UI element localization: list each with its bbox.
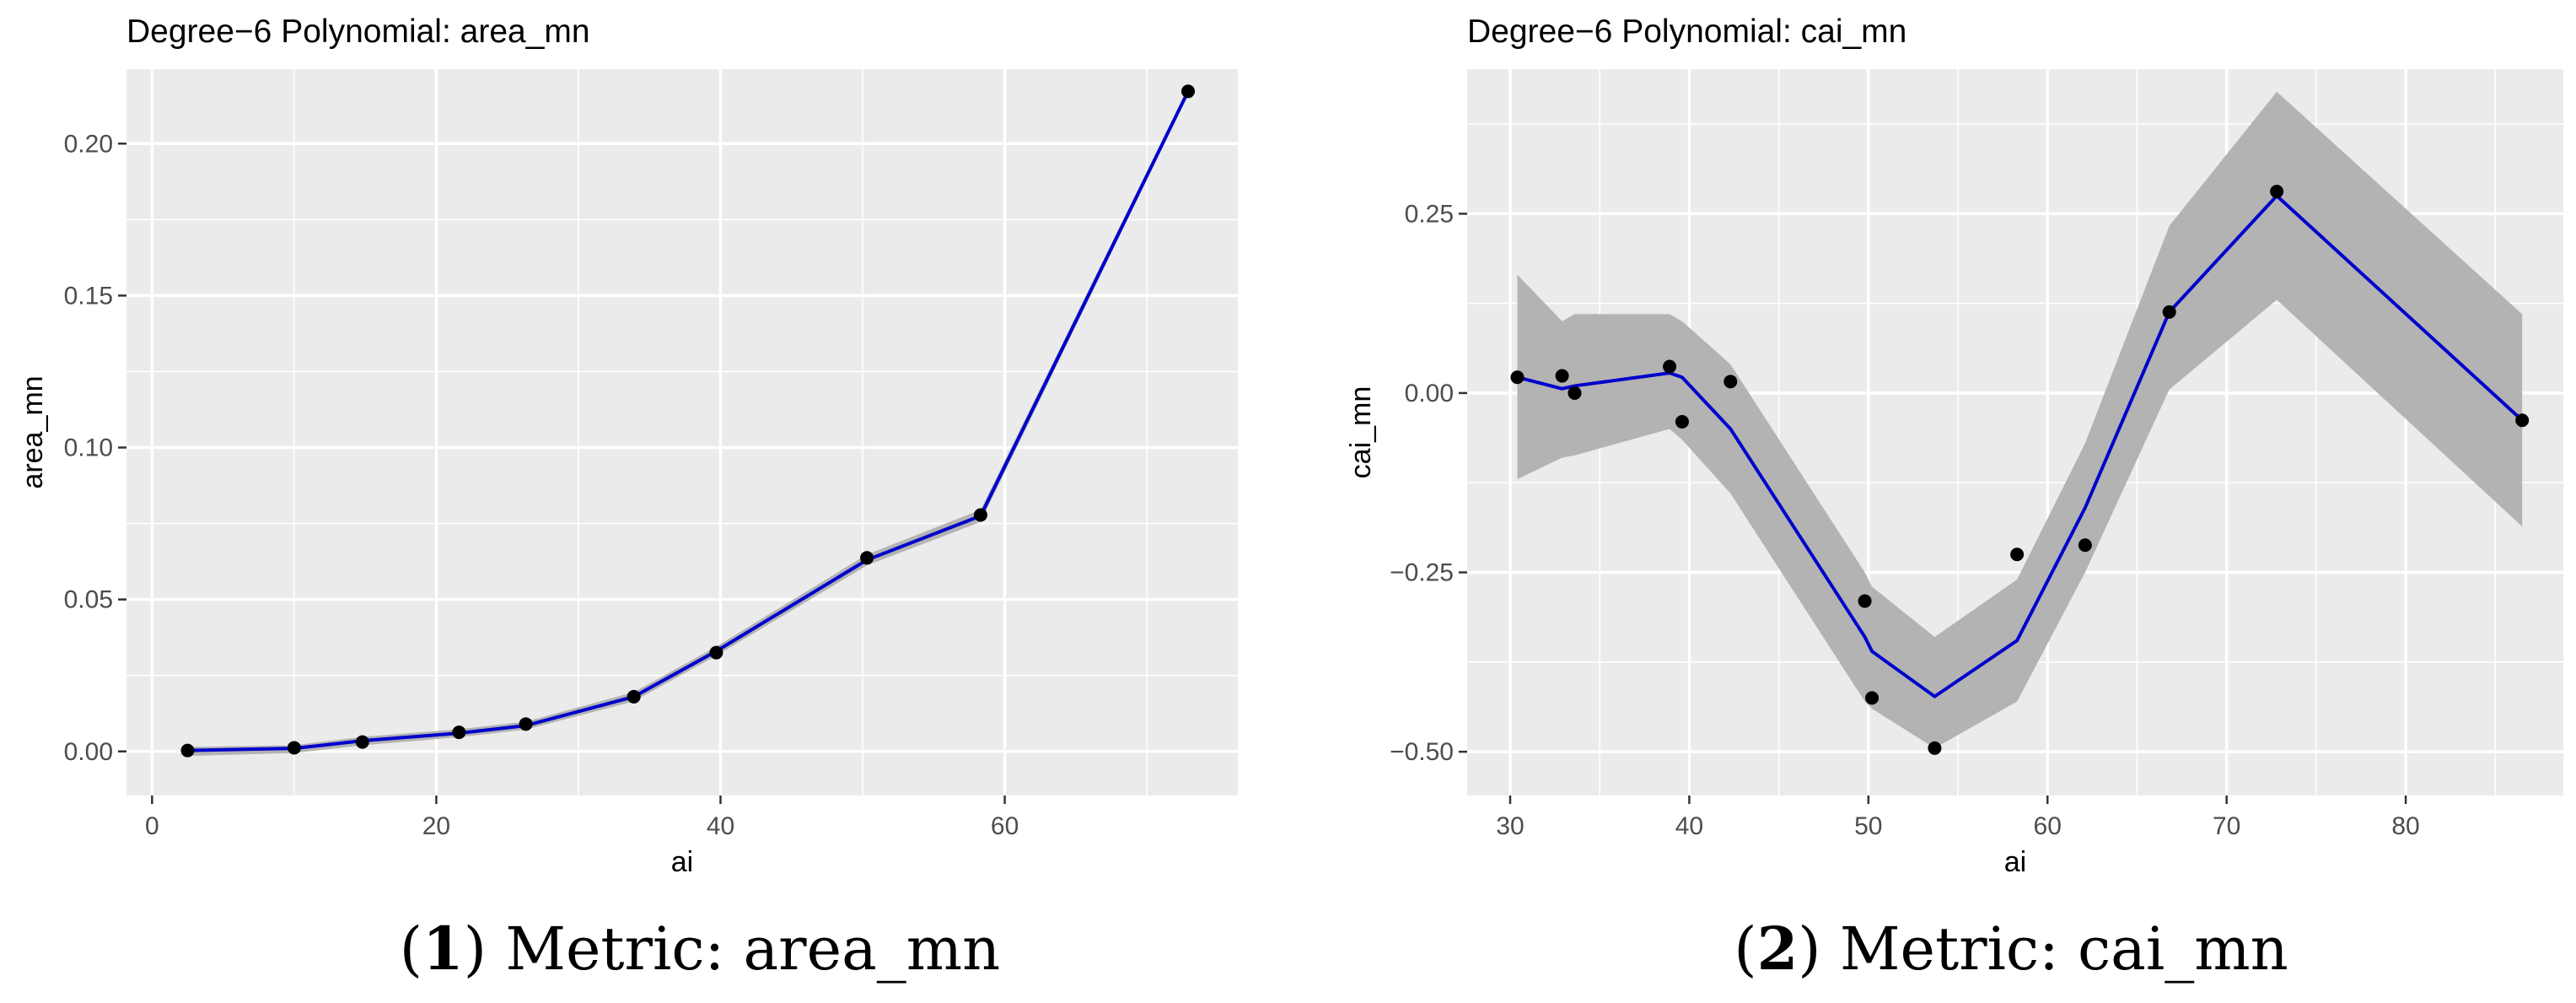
x-axis-label: ai: [671, 846, 693, 878]
data-point: [1724, 375, 1738, 389]
confidence-ribbon: [1517, 91, 2523, 748]
fit-line: [187, 90, 1190, 752]
data-point: [709, 645, 723, 660]
data-point: [1555, 369, 1569, 383]
chart-area-mn: 0 20 40 60 0.00 0.05 0.10 0.15 0.20 Degree−6 Poly…: [17, 13, 1238, 878]
plot-panel: [126, 69, 1238, 795]
data-point: [973, 508, 987, 522]
data-point: [519, 717, 533, 731]
data-point: [1865, 691, 1880, 705]
x-tick-label: 50: [1854, 812, 1882, 840]
data-point: [1181, 84, 1196, 99]
data-point: [2515, 413, 2530, 428]
data-point: [452, 725, 466, 740]
data-point: [2078, 538, 2092, 553]
x-tick-label: 70: [2213, 812, 2240, 840]
data-point: [287, 741, 301, 755]
x-axis-label: ai: [2004, 846, 2026, 878]
x-tick-label: 60: [991, 812, 1019, 840]
caption-text: Metric: area_mn: [505, 914, 1001, 984]
x-tick-label: 40: [1675, 812, 1703, 840]
x-tick-label: 60: [2034, 812, 2062, 840]
chart-title-cai-mn: Degree−6 Polynomial: cai_mn: [1467, 13, 1906, 50]
caption-number: 1: [422, 914, 464, 984]
y-axis-label: area_mn: [17, 375, 49, 488]
y-tick-label: 0.25: [1405, 200, 1454, 228]
caption-area-mn: (1) Metric: area_mn: [399, 914, 1001, 984]
y-tick-label: 0.00: [64, 738, 113, 766]
x-tick-label: 0: [145, 812, 159, 840]
data-point: [1663, 359, 1677, 374]
y-tick-label: −0.50: [1390, 738, 1454, 766]
data-point: [1510, 370, 1525, 385]
caption-text: Metric: cai_mn: [1839, 914, 2288, 984]
y-tick-label: 0.20: [64, 130, 113, 158]
data-point: [1928, 741, 1942, 755]
x-tick-label: 20: [422, 812, 450, 840]
x-tick-label: 30: [1496, 812, 1524, 840]
fit-line: [1516, 194, 2524, 698]
y-tick-label: −0.25: [1390, 559, 1454, 587]
data-point: [627, 689, 641, 704]
data-point: [180, 743, 195, 758]
data-point: [1858, 594, 1872, 608]
chart-cai-mn: 30 40 50 60 70 80 −0.50 −0.25 0.00 0.25 Degree−6 P…: [1345, 13, 2563, 878]
data-point: [1568, 386, 1582, 400]
y-axis-label: cai_mn: [1345, 386, 1377, 479]
y-tick-label: 0.05: [64, 586, 113, 614]
data-point: [1675, 414, 1689, 429]
chart-title-area-mn: Degree−6 Polynomial: area_mn: [126, 13, 590, 50]
x-tick-label: 80: [2391, 812, 2419, 840]
data-point: [355, 735, 369, 749]
caption-cai-mn: (2) Metric: cai_mn: [1734, 914, 2288, 984]
data-point: [2270, 184, 2284, 198]
y-tick-label: 0.00: [1405, 380, 1454, 407]
y-tick-label: 0.15: [64, 282, 113, 310]
data-point: [2162, 305, 2176, 319]
x-tick-label: 40: [707, 812, 734, 840]
y-tick-label: 0.10: [64, 434, 113, 462]
caption-number: 2: [1756, 914, 1799, 984]
data-point: [860, 551, 874, 565]
data-point: [2010, 547, 2025, 562]
